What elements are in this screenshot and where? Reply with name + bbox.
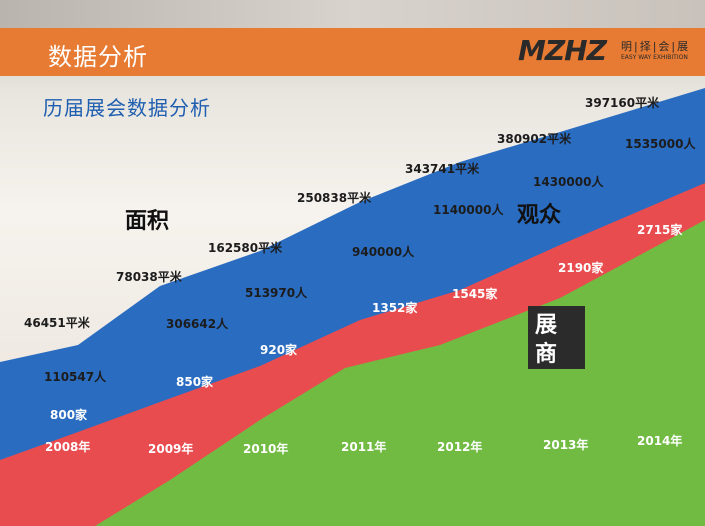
visitor-value-label: 940000人 <box>352 244 415 259</box>
legend-exhibitor-label-1: 展 <box>535 313 557 338</box>
visitor-value-label: 513970人 <box>245 285 308 300</box>
year-tick-label: 2011年 <box>341 439 386 454</box>
area-value-label: 78038平米 <box>116 269 183 284</box>
logo-en: EASY WAY EXHIBITION <box>621 54 688 61</box>
exhibitor-value-label: 1352家 <box>372 300 418 315</box>
area-value-label: 343741平米 <box>405 161 480 176</box>
legend-visitor-label: 观众 <box>517 203 561 228</box>
exhibitor-value-label: 800家 <box>50 407 88 422</box>
year-tick-label: 2009年 <box>148 441 193 456</box>
visitor-value-label: 1140000人 <box>433 202 504 217</box>
area-value-label: 46451平米 <box>24 315 91 330</box>
year-tick-label: 2008年 <box>45 439 90 454</box>
year-tick-label: 2012年 <box>437 439 482 454</box>
exhibitor-value-label: 1545家 <box>452 286 498 301</box>
legend-area-label: 面积 <box>125 209 169 234</box>
chart-labels: 46451平米 78038平米 162580平米 250838平米 343741平米 38… <box>24 95 696 456</box>
exhibitor-value-label: 920家 <box>260 342 298 357</box>
exhibitor-label-box <box>528 306 585 369</box>
logo-mark: MZHZ <box>518 34 607 67</box>
exhibitor-value-label: 850家 <box>176 374 214 389</box>
year-tick-label: 2010年 <box>243 441 288 456</box>
area-value-label: 162580平米 <box>208 240 283 255</box>
header-bar: 数据分析 MZHZ 明|择|会|展 EASY WAY EXHIBITION <box>0 28 705 76</box>
visitor-value-label: 1535000人 <box>625 136 696 151</box>
header-title: 数据分析 <box>48 43 148 71</box>
exhibitor-value-label: 2190家 <box>558 260 604 275</box>
visitor-value-label: 110547人 <box>44 369 107 384</box>
exhibitor-value-label: 2715家 <box>637 222 683 237</box>
logo-cn: 明|择|会|展 <box>621 40 691 53</box>
legend-exhibitor-label-2: 商 <box>535 341 557 367</box>
visitor-value-label: 306642人 <box>166 316 229 331</box>
year-tick-label: 2013年 <box>543 437 588 452</box>
top-photo-strip <box>0 0 705 28</box>
area-value-label: 397160平米 <box>585 95 660 110</box>
area-value-label: 380902平米 <box>497 131 572 146</box>
year-tick-label: 2014年 <box>637 433 682 448</box>
visitor-value-label: 1430000人 <box>533 174 604 189</box>
area-value-label: 250838平米 <box>297 190 372 205</box>
chart-title: 历届展会数据分析 <box>43 96 211 120</box>
area-green <box>95 220 705 526</box>
